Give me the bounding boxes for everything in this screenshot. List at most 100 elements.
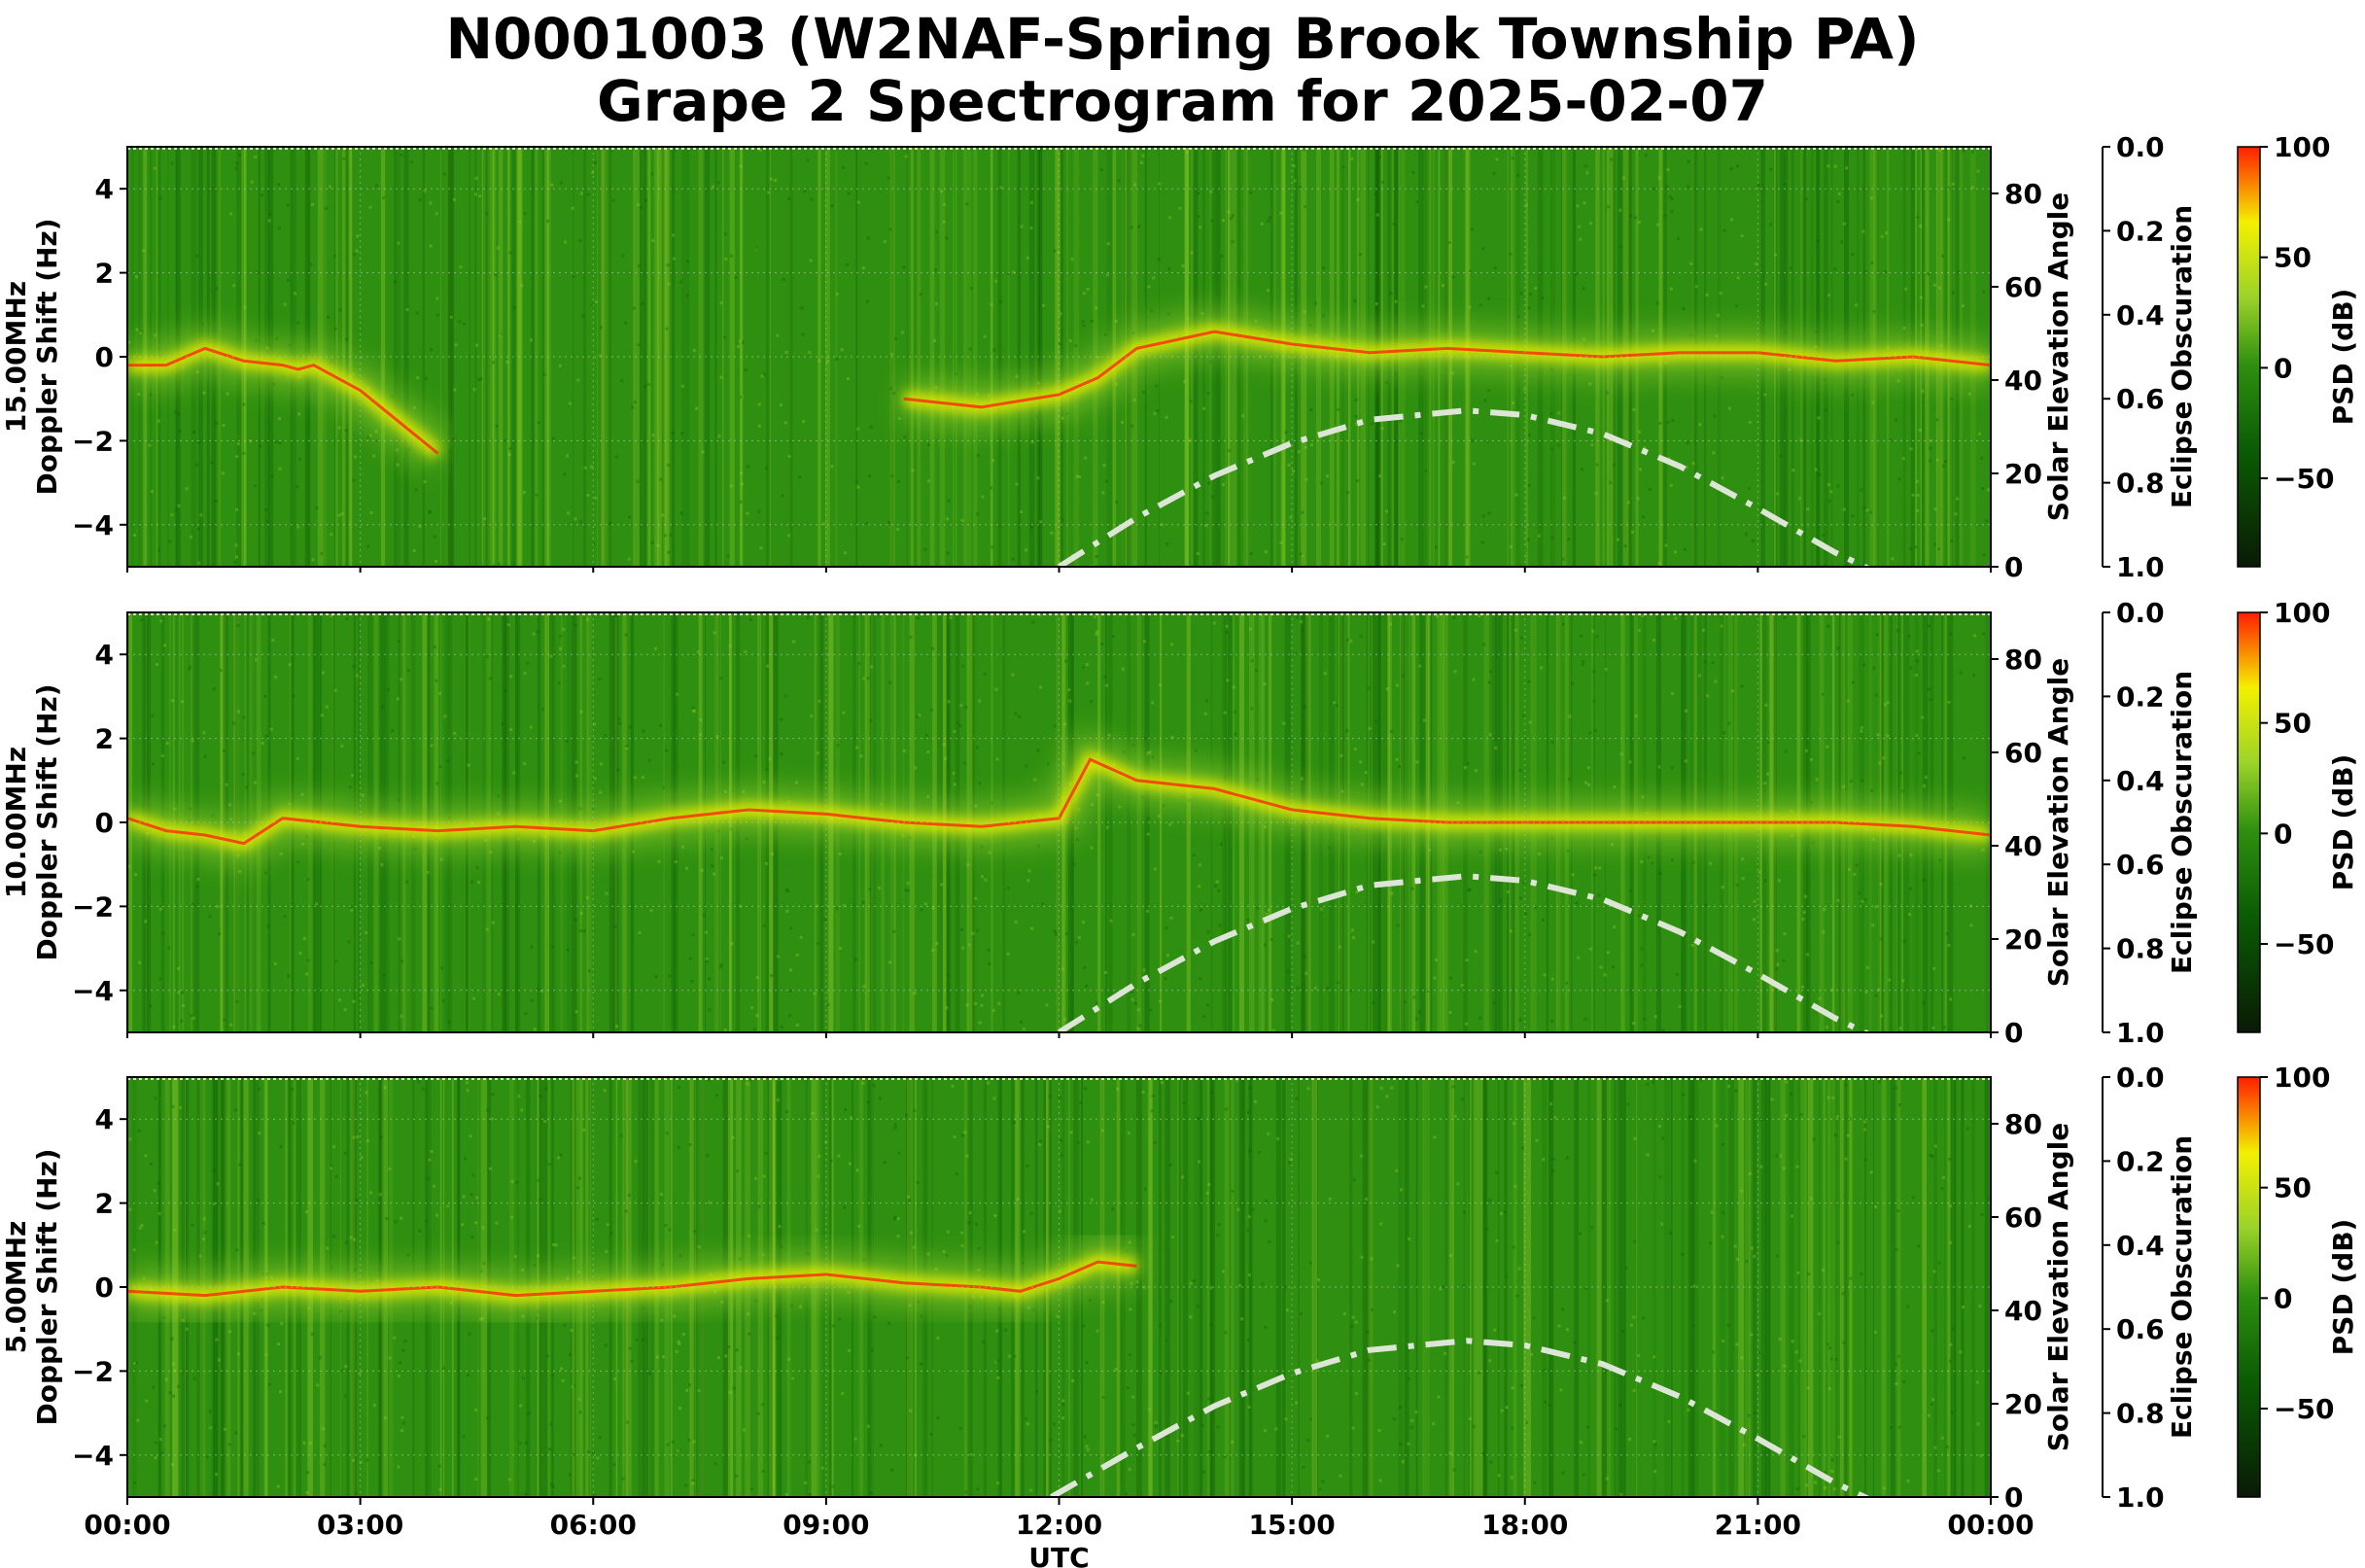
spectrogram-speckle [1951, 1327, 1955, 1331]
spectrogram-speckle [1637, 629, 1641, 633]
spectrogram-speckle [274, 440, 278, 444]
spectrogram-speckle [1618, 209, 1622, 213]
eclipse-tick-label: 0.2 [2116, 680, 2165, 713]
spectrogram-speckle [939, 190, 943, 193]
spectrogram-speckle [691, 1481, 695, 1485]
spectrogram-speckle [678, 1086, 681, 1090]
spectrogram-streak [1073, 147, 1079, 567]
spectrogram-speckle [574, 918, 577, 922]
spectrogram-speckle [1795, 1486, 1799, 1490]
spectrogram-speckle [236, 710, 240, 714]
spectrogram-speckle [598, 1436, 602, 1440]
spectrogram-speckle [1183, 380, 1187, 384]
spectrogram-speckle [906, 882, 910, 886]
spectrogram-speckle [1634, 216, 1638, 220]
spectrogram-speckle [980, 875, 984, 879]
spectrogram-speckle [1668, 195, 1672, 199]
spectrogram-speckle [956, 721, 959, 725]
spectrogram-speckle [909, 1231, 913, 1235]
spectrogram-speckle [853, 1437, 857, 1441]
spectrogram-speckle [1337, 981, 1340, 985]
spectrogram-streak [1760, 1077, 1766, 1497]
colorbar-tick-label: 100 [2274, 131, 2330, 163]
spectrogram-speckle [258, 1132, 261, 1135]
eclipse-tick-label: 0.4 [2116, 1230, 2165, 1262]
spectrogram-speckle [843, 1205, 847, 1209]
spectrogram-speckle [1217, 1222, 1221, 1226]
spectrogram-speckle [449, 315, 453, 319]
spectrogram-speckle [1779, 1154, 1783, 1158]
spectrogram-speckle [1332, 701, 1336, 705]
spectrogram-speckle [501, 722, 504, 726]
spectrogram-speckle [1220, 254, 1224, 258]
spectrogram-speckle [515, 1180, 519, 1184]
spectrogram-speckle [1189, 1281, 1193, 1285]
spectrogram-speckle [397, 640, 400, 644]
spectrogram-speckle [221, 471, 225, 475]
spectrogram-speckle [1930, 1155, 1934, 1159]
spectrogram-speckle [170, 513, 174, 517]
spectrogram-streak [1178, 1077, 1181, 1497]
spectrogram-speckle [232, 721, 236, 725]
spectrogram-speckle [1248, 627, 1252, 631]
spectrogram-speckle [778, 1225, 782, 1229]
spectrogram-speckle [160, 1451, 164, 1455]
colorbar-tick-label: 100 [2274, 1062, 2330, 1094]
spectrogram-speckle [1534, 287, 1538, 291]
spectrogram-speckle [297, 458, 301, 462]
spectrogram-speckle [603, 1089, 607, 1093]
spectrogram-speckle [1550, 977, 1554, 981]
spectrogram-speckle [1295, 615, 1299, 619]
spectrogram-speckle [192, 1376, 196, 1380]
spectrogram-speckle [574, 1010, 578, 1014]
spectrogram-speckle [1141, 154, 1145, 157]
spectrogram-speckle [1282, 721, 1286, 725]
spectrogram-speckle [1580, 634, 1583, 638]
spectrogram-speckle [627, 1194, 631, 1198]
spectrogram-speckle [1104, 332, 1108, 336]
spectrogram-speckle [1871, 401, 1875, 404]
spectrogram-speckle [1350, 1324, 1354, 1328]
spectrogram-speckle [417, 1080, 421, 1084]
panel-0: 420−2−415.00MHz Doppler Shift (Hz)0204060… [0, 131, 2359, 583]
spectrogram-speckle [1526, 538, 1530, 541]
spectrogram-speckle [744, 368, 748, 372]
spectrogram-speckle [433, 645, 436, 649]
spectrogram-speckle [1652, 1355, 1656, 1359]
spectrogram-speckle [1764, 282, 1768, 286]
spectrogram-speckle [1791, 1340, 1794, 1343]
spectrogram-speckle [1824, 1486, 1827, 1490]
spectrogram-speckle [1889, 438, 1893, 442]
spectrogram-speckle [1296, 941, 1300, 945]
spectrogram-speckle [1428, 848, 1432, 852]
spectrogram-speckle [1826, 1026, 1829, 1029]
spectrogram-speckle [1142, 390, 1146, 394]
spectrogram-speckle [953, 729, 956, 733]
spectrogram-streak [1807, 1077, 1814, 1497]
spectrogram-speckle [785, 1110, 789, 1114]
spectrogram-speckle [1669, 287, 1673, 291]
spectrogram-speckle [574, 623, 577, 627]
spectrogram-speckle [1015, 374, 1019, 378]
spectrogram-speckle [504, 689, 507, 693]
spectrogram-speckle [740, 482, 744, 486]
spectrogram-streak [1984, 1077, 1990, 1497]
spectrogram-speckle [1182, 1101, 1186, 1105]
spectrogram-speckle [383, 1416, 387, 1420]
spectrogram-speckle [496, 246, 500, 250]
spectrogram-speckle [238, 154, 242, 157]
spectrogram-speckle [1830, 1458, 1834, 1462]
y-tick-label: −4 [72, 509, 114, 541]
spectrogram-speckle [1962, 1306, 1965, 1309]
spectrogram-speckle [1410, 1418, 1414, 1422]
spectrogram-speckle [1606, 391, 1610, 395]
spectrogram-speckle [637, 264, 641, 268]
spectrogram-speckle [1982, 290, 1986, 294]
spectrogram-speckle [1664, 543, 1668, 547]
spectrogram-speckle [1797, 497, 1801, 501]
spectrogram-speckle [458, 320, 462, 324]
spectrogram-speckle [1456, 1182, 1460, 1186]
spectrogram-speckle [1151, 1094, 1155, 1098]
spectrogram-speckle [742, 1428, 746, 1432]
